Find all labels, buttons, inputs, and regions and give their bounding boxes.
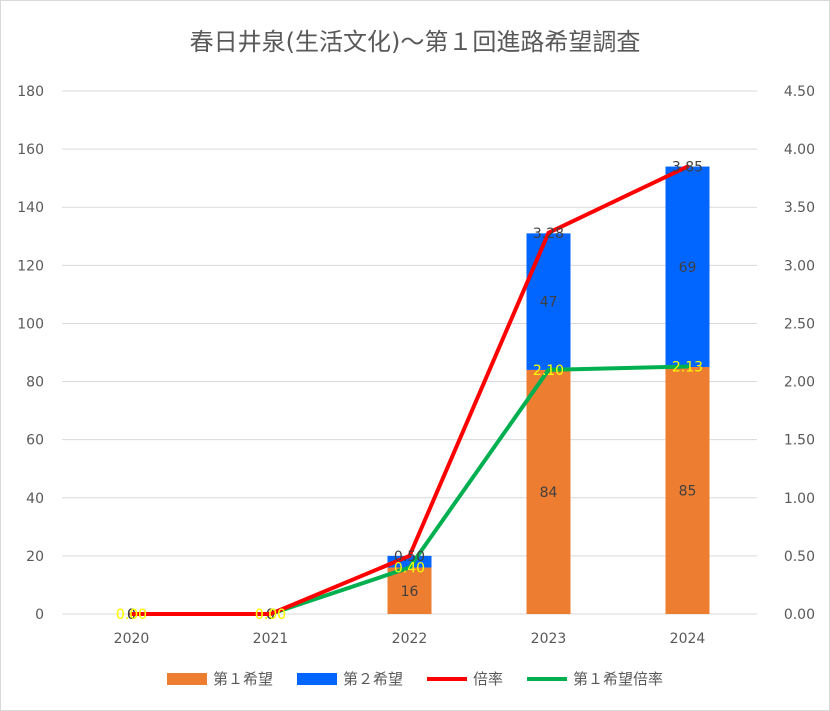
left-tick-label: 20 <box>26 549 44 565</box>
legend-swatch-second-choice <box>296 672 337 685</box>
legend-swatch-first-choice <box>166 672 207 685</box>
left-tick-label: 0 <box>35 607 44 623</box>
left-tick-label: 140 <box>17 200 44 216</box>
line-label-ratio: 3.28 <box>533 226 564 242</box>
line-label-first-choice-ratio: 2.13 <box>672 359 703 375</box>
legend-item-first-choice: 第１希望 <box>166 668 273 689</box>
x-tick-label: 2020 <box>114 631 150 647</box>
bar-first-choice <box>526 369 571 614</box>
left-tick-label: 160 <box>17 142 44 158</box>
right-tick-label: 4.00 <box>784 142 815 158</box>
right-tick-label: 1.50 <box>784 433 815 449</box>
left-tick-label: 40 <box>26 491 44 507</box>
bar-second-choice <box>526 233 571 370</box>
x-tick-label: 2021 <box>253 631 289 647</box>
legend-swatch-ratio <box>427 676 467 681</box>
line-label-ratio: 0.00 <box>255 607 286 623</box>
legend-item-first-choice-ratio: 第１希望倍率 <box>527 668 663 689</box>
bar-second-choice <box>387 555 432 568</box>
legend-swatch-first-choice-ratio <box>527 676 568 681</box>
right-tick-label: 1.00 <box>784 491 815 507</box>
left-tick-label: 120 <box>17 258 44 274</box>
legend-label-second-choice: 第２希望 <box>342 670 403 688</box>
bar-label-second-choice: 47 <box>540 295 558 311</box>
line-label-first-choice-ratio: 2.10 <box>533 363 564 379</box>
line-label-first-choice-ratio: 0.40 <box>394 561 425 577</box>
line-labels: 0.00 0.000.503.283.850.00 0.000.402.10 2.13 <box>116 160 703 623</box>
line-label-ratio: 0.50 <box>394 549 425 565</box>
left-tick-label: 60 <box>26 433 44 449</box>
line-ratio <box>129 164 690 616</box>
line-label-first-choice-ratio: 0.00 <box>255 607 286 623</box>
right-tick-label: 0.50 <box>784 549 815 565</box>
bar-first-choice <box>665 367 710 614</box>
left-axis-ticks: 0 20 40 60 80 100 120 140 160 180 <box>17 84 44 623</box>
line-label-first-choice-ratio: 0.00 <box>116 607 147 623</box>
left-tick-label: 80 <box>26 375 44 391</box>
bar-label-first-choice: 85 <box>679 484 697 500</box>
legend-label-first-choice: 第１希望 <box>212 670 273 688</box>
legend: 第１希望 第２希望 倍率 第１希望倍率 <box>0 668 830 689</box>
lines <box>129 164 690 616</box>
right-axis-ticks: 0.00 0.50 1.00 1.50 2.00 2.50 3.00 3.50 4.00 4.50 <box>784 84 815 623</box>
legend-label-first-choice-ratio: 第１希望倍率 <box>573 670 664 688</box>
line-label-ratio: 3.85 <box>672 160 703 176</box>
legend-item-ratio: 倍率 <box>427 668 503 689</box>
right-tick-label: 2.00 <box>784 375 815 391</box>
gridlines <box>62 90 757 615</box>
x-axis-ticks: 2020 2021 2022 2023 2024 <box>114 631 706 647</box>
x-tick-label: 2024 <box>670 631 706 647</box>
x-tick-label: 2023 <box>531 631 567 647</box>
x-tick-label: 2022 <box>392 631 428 647</box>
bars <box>387 166 710 614</box>
bar-label-first-choice: 84 <box>540 485 558 501</box>
bar-first-choice <box>387 567 432 614</box>
right-tick-label: 3.00 <box>784 258 815 274</box>
line-label-ratio: 0.00 <box>116 607 147 623</box>
legend-label-ratio: 倍率 <box>473 670 504 688</box>
bar-second-choice <box>665 166 710 368</box>
bar-label-second-choice: 69 <box>679 260 697 276</box>
right-tick-label: 2.50 <box>784 316 815 332</box>
chart-title: 春日井泉(生活文化)～第１回進路希望調査 <box>189 28 641 56</box>
left-tick-label: 100 <box>17 316 44 332</box>
legend-item-second-choice: 第２希望 <box>296 668 403 689</box>
left-tick-label: 180 <box>17 84 44 100</box>
right-tick-label: 3.50 <box>784 200 815 216</box>
right-tick-label: 4.50 <box>784 84 815 100</box>
bar-label-first-choice: 16 <box>401 584 419 600</box>
right-tick-label: 0.00 <box>784 607 815 623</box>
